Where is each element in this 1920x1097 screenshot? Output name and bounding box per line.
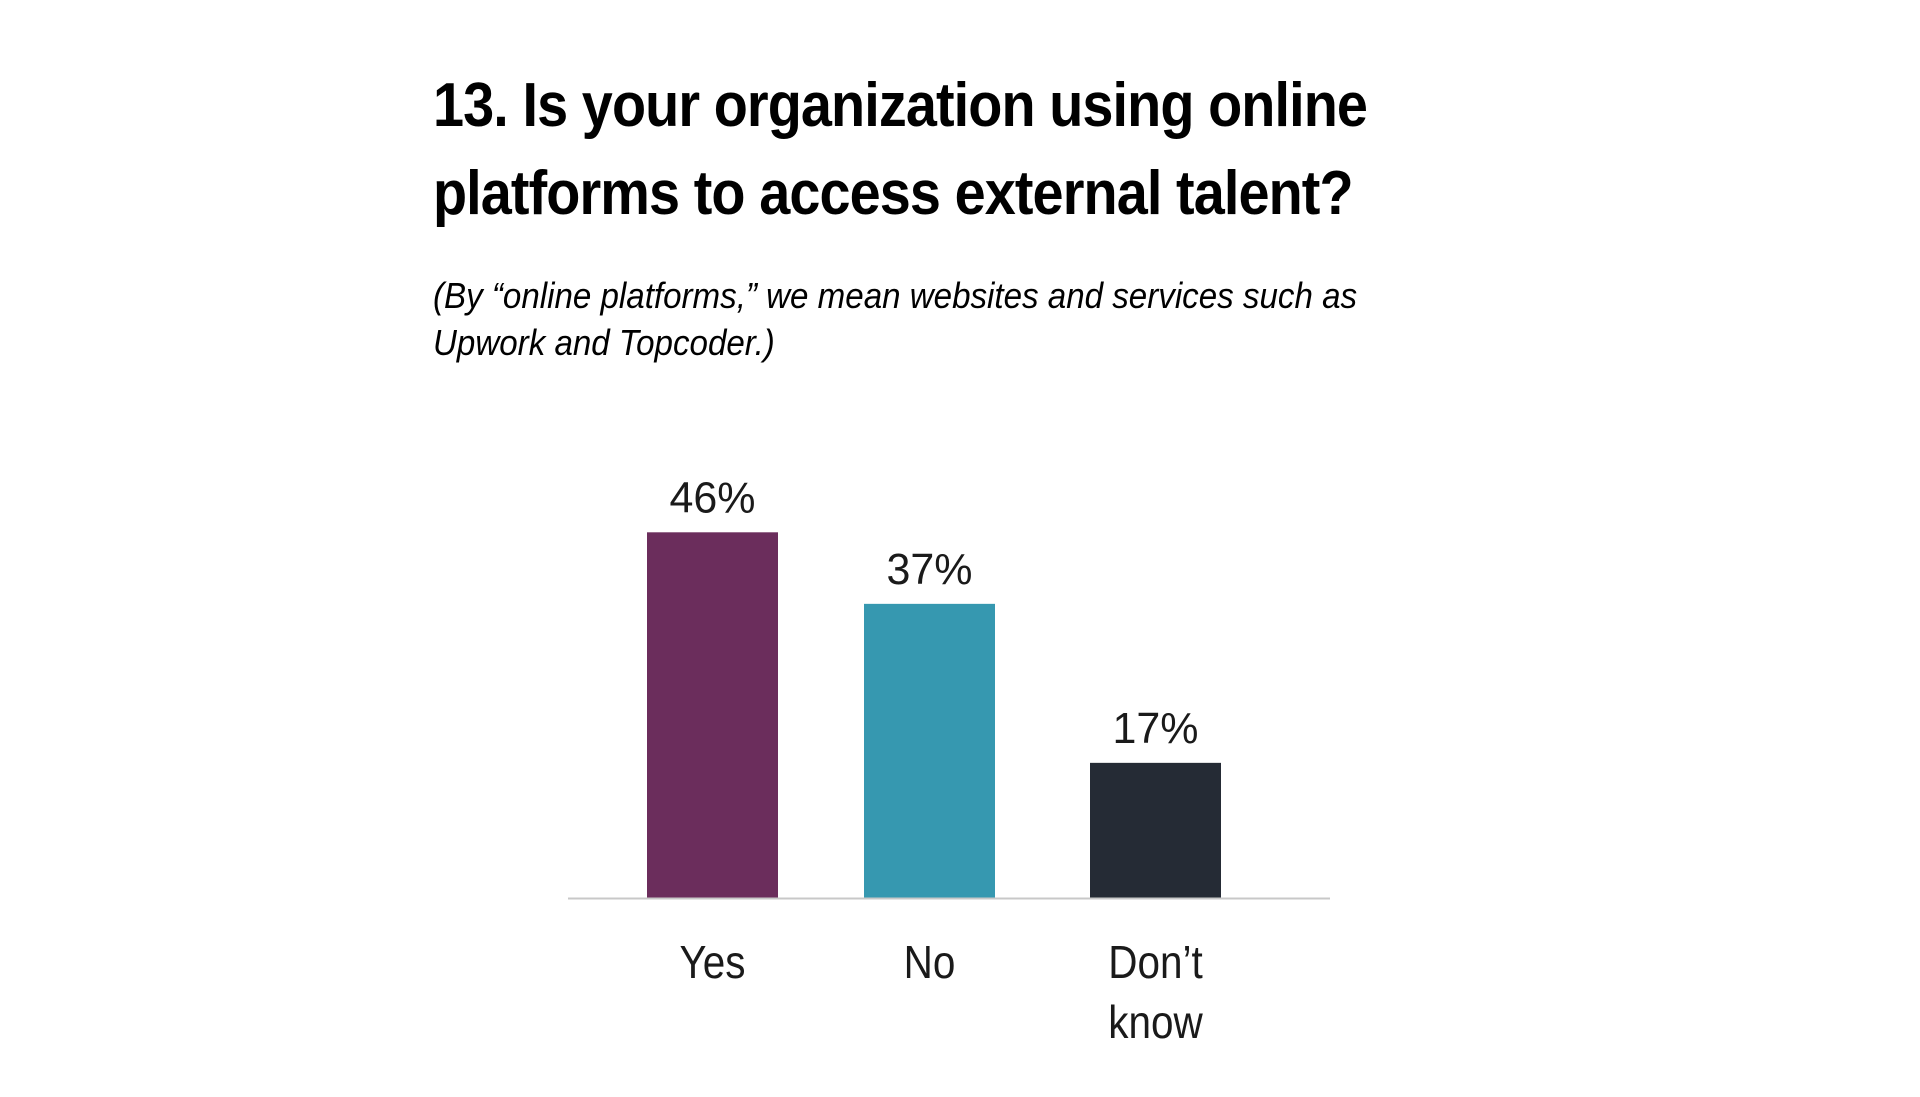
chart-subtitle-line-2: Upwork and Topcoder.) (433, 322, 775, 363)
chart-subtitle-line-1: (By “online platforms,” we mean websites… (433, 275, 1358, 316)
x-tick-label-0-line-0: Yes (679, 938, 745, 989)
data-label-0: 46% (670, 473, 756, 522)
chart-title: 13. Is your organization using online pl… (433, 62, 1423, 238)
chart-subtitle: (By “online platforms,” we mean websites… (433, 272, 1445, 366)
x-tick-label-1-line-0: No (904, 938, 956, 989)
data-label-1: 37% (887, 545, 973, 594)
chart-title-line-1: 13. Is your organization using online (433, 71, 1368, 140)
bar-2 (1090, 762, 1221, 898)
bar-0 (647, 532, 778, 898)
bar-1 (864, 603, 995, 898)
data-label-2: 17% (1113, 704, 1199, 753)
chart-title-line-2: platforms to access external talent? (433, 159, 1354, 228)
x-tick-label-2-line-0: Don’t (1108, 938, 1202, 989)
x-tick-label-2-line-1: know (1108, 998, 1203, 1049)
